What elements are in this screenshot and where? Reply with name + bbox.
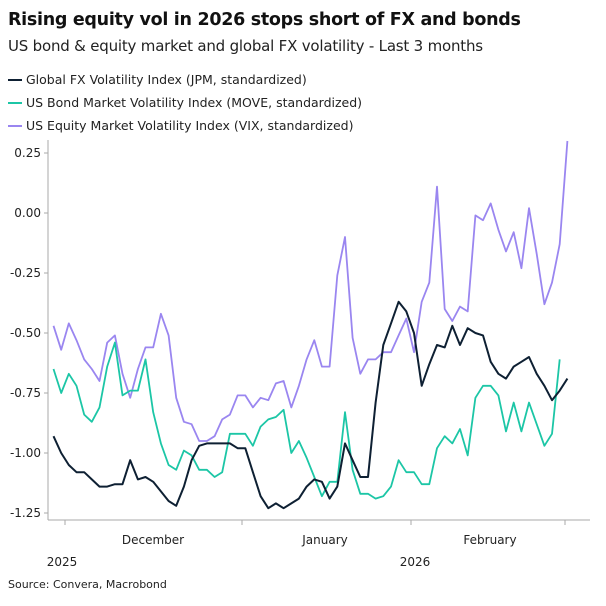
x-month-label: December: [122, 533, 184, 547]
vix-line: [52, 140, 569, 442]
chart-subtitle: US bond & equity market and global FX vo…: [8, 37, 483, 55]
x-year-label: 2026: [400, 555, 431, 569]
legend-swatch-move: [8, 101, 22, 104]
x-month-label: January: [301, 533, 348, 547]
y-tick-label: -1.25: [10, 506, 41, 520]
legend-swatch-fx: [8, 78, 22, 81]
y-tick-label: -1.00: [10, 446, 41, 460]
legend-label-vix: US Equity Market Volatility Index (VIX, …: [26, 118, 354, 133]
y-tick-label: -0.50: [10, 326, 41, 340]
x-month-label: February: [463, 533, 516, 547]
legend: Global FX Volatility Index (JPM, standar…: [8, 68, 362, 137]
legend-swatch-vix: [8, 124, 22, 127]
source-note: Source: Convera, Macrobond: [8, 578, 167, 591]
y-tick-label: -0.25: [10, 266, 41, 280]
x-year-label: 2025: [47, 555, 78, 569]
legend-item-vix: US Equity Market Volatility Index (VIX, …: [8, 114, 362, 137]
fx-volatility-line: [52, 300, 569, 510]
y-tick-label: -0.75: [10, 386, 41, 400]
legend-label-move: US Bond Market Volatility Index (MOVE, s…: [26, 95, 363, 110]
chart-title: Rising equity vol in 2026 stops short of…: [8, 10, 521, 30]
move-line: [52, 341, 561, 500]
legend-item-move: US Bond Market Volatility Index (MOVE, s…: [8, 91, 362, 114]
y-tick-label: 0.00: [14, 206, 41, 220]
legend-label-fx: Global FX Volatility Index (JPM, standar…: [26, 72, 307, 87]
legend-item-fx: Global FX Volatility Index (JPM, standar…: [8, 68, 362, 91]
y-tick-label: 0.25: [14, 146, 41, 160]
